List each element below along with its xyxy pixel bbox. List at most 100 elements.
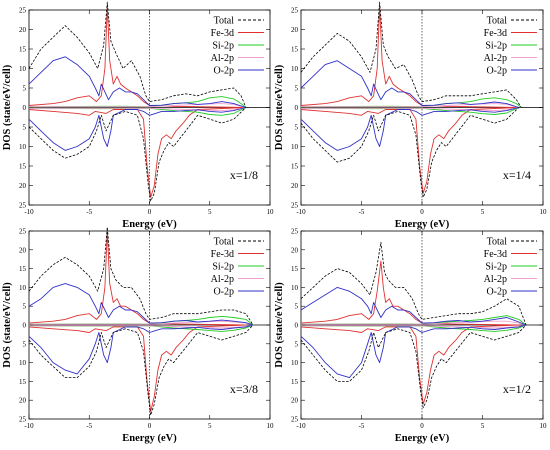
panel-1-ytick-label-4: 5: [23, 85, 27, 93]
panel-1-series-o-2p-up: [28, 56, 247, 108]
panel-4-ytick-label-0: 25: [291, 228, 299, 236]
panel-4-ytick-label-4: 5: [295, 303, 299, 311]
panel-4-ytick-label-2: 15: [291, 265, 299, 273]
panel-2-xtick-label-2: 0: [420, 208, 424, 216]
panel-4-xtick-label-1: -5: [359, 422, 365, 430]
panel-1-xlabel: Energy (eV): [122, 219, 177, 230]
panel-3-xlabel: Energy (eV): [122, 433, 177, 444]
panel-2-ytick-label-1: 20: [291, 26, 299, 34]
panel-1-xtick-label-0: -10: [24, 208, 34, 216]
panel-1-ytick-label-1: 20: [19, 26, 27, 34]
panel-2-ytick-label-9: 20: [291, 182, 299, 190]
panel-2-series-total-down: [300, 107, 520, 198]
panel-3-legend-label-si-2p: Si-2p: [212, 262, 234, 273]
panel-1-legend-label-total: Total: [214, 16, 235, 27]
panel-3-series-fe-3d-down: [28, 324, 246, 412]
panel-3-xtick-label-4: 10: [267, 422, 275, 430]
panel-4-ytick-label-6: 5: [295, 340, 299, 348]
panel-3-ytick-label-10: 25: [19, 416, 27, 424]
panel-4-ylabel: DOS (state/eV/cell): [274, 282, 285, 368]
panel-1-legend-label-al-2p: Al-2p: [211, 53, 234, 64]
panel-2-series-total-up: [300, 1, 522, 108]
panel-3-ytick-label-0: 25: [19, 228, 27, 236]
panel-1-series-fe-3d-down: [28, 107, 246, 198]
panel-4-series-total-up: [300, 241, 527, 326]
panel-2-xtick-label-4: 10: [540, 208, 548, 216]
panel-1-xtick-label-3: 5: [208, 208, 212, 216]
panel-1-ytick-label-2: 15: [19, 46, 27, 54]
panel-1-legend-label-fe-3d: Fe-3d: [211, 28, 234, 39]
panel-3-panel-label: x=3/8: [230, 382, 258, 396]
panel-2-ytick-label-6: 5: [295, 124, 299, 132]
panel-4-series-al-2p-down: [301, 324, 527, 329]
panel-1-legend-label-o-2p: O-2p: [213, 66, 234, 77]
panel-3-legend-label-total: Total: [214, 237, 235, 248]
panel-4-xtick-label-4: 10: [540, 422, 548, 430]
panel-2-series-al-2p-up: [301, 103, 519, 108]
panel-2-ytick-label-2: 15: [291, 46, 299, 54]
panel-3-ytick-label-3: 10: [19, 284, 27, 292]
panel-1-legend-label-si-2p: Si-2p: [212, 41, 234, 52]
panel-1-ytick-label-7: 10: [19, 143, 27, 151]
panel-1-xtick-label-1: -5: [86, 208, 92, 216]
panel-2-series-o-2p-up: [300, 60, 519, 108]
panel-4-legend-label-o-2p: O-2p: [486, 287, 507, 298]
panel-1-xtick-label-4: 10: [267, 208, 275, 216]
panel-2-ylabel: DOS (state/eV/cell): [274, 64, 285, 150]
panel-1-panel-label: x=1/8: [230, 168, 258, 182]
panel-1-ylabel: DOS (state/eV/cell): [2, 64, 13, 150]
panel-4-series-o-2p-down: [300, 324, 527, 379]
panel-1-ytick-label-8: 15: [19, 163, 27, 171]
panel-2-series-fe-3d-down: [300, 107, 519, 194]
panel-4-xtick-label-3: 5: [481, 422, 485, 430]
panel-4-series-total-down: [300, 324, 527, 409]
panel-1-ytick-label-5: 0: [23, 104, 27, 112]
panel-4-xlabel: Energy (eV): [395, 433, 450, 444]
panel-3-ylabel: DOS (state/eV/cell): [2, 282, 13, 368]
panel-4-series-fe-3d-up: [300, 260, 519, 326]
panel-2-xtick-label-3: 5: [481, 208, 485, 216]
panel-3-ytick-label-4: 5: [23, 303, 27, 311]
panel-3-ytick-label-6: 5: [23, 340, 27, 348]
panel-1-series-fe-3d-up: [28, 5, 246, 108]
panel-1-ytick-label-3: 10: [19, 65, 27, 73]
panel-4-legend-label-al-2p: Al-2p: [484, 274, 507, 285]
panel-4-panel-label: x=1/2: [503, 382, 531, 396]
panel-1-series-total-up: [28, 1, 247, 108]
panel-3-xtick-label-3: 5: [208, 422, 212, 430]
panel-2-series-al-2p-down: [301, 107, 519, 112]
panel-3-xtick-label-0: -10: [24, 422, 34, 430]
panel-3-ytick-label-8: 15: [19, 378, 27, 386]
panel-4-series-o-2p-up: [300, 286, 527, 326]
panel-3-series-al-2p-down: [29, 324, 254, 329]
panel-3-ytick-label-1: 20: [19, 246, 27, 254]
panel-4-legend-label-total: Total: [487, 237, 508, 248]
panel-2-ytick-label-7: 10: [291, 143, 299, 151]
panel-3-xtick-label-1: -5: [86, 422, 92, 430]
panel-4-ytick-label-10: 25: [291, 416, 299, 424]
panel-4-xtick-label-0: -10: [296, 422, 306, 430]
panel-3-legend-label-al-2p: Al-2p: [211, 274, 234, 285]
panel-2-series-o-2p-down: [300, 107, 519, 151]
panel-1-xtick-label-2: 0: [148, 208, 152, 216]
panel-2-xtick-label-1: -5: [359, 208, 365, 216]
panel-1-series-al-2p-up: [29, 103, 247, 108]
panel-3-legend-label-o-2p: O-2p: [213, 287, 234, 298]
panel-2-ytick-label-5: 0: [295, 104, 299, 112]
panel-1-series-o-2p-down: [28, 107, 247, 151]
panel-3-ytick-label-9: 20: [19, 397, 27, 405]
panel-2-legend-label-si-2p: Si-2p: [485, 41, 507, 52]
panel-3-legend-label-fe-3d: Fe-3d: [211, 249, 234, 260]
panel-2-series-fe-3d-up: [300, 5, 519, 108]
panel-2-legend-label-fe-3d: Fe-3d: [484, 28, 507, 39]
panel-1-ytick-label-6: 5: [23, 124, 27, 132]
panel-2-panel-label: x=1/4: [503, 168, 531, 182]
panel-4-series-fe-3d-down: [300, 324, 519, 405]
panel-1-series-total-down: [28, 107, 247, 202]
panel-3-series-total-up: [28, 226, 254, 326]
panel-2-xtick-label-0: -10: [296, 208, 306, 216]
panel-4-ytick-label-1: 20: [291, 246, 299, 254]
panel-2-xlabel: Energy (eV): [395, 219, 450, 230]
